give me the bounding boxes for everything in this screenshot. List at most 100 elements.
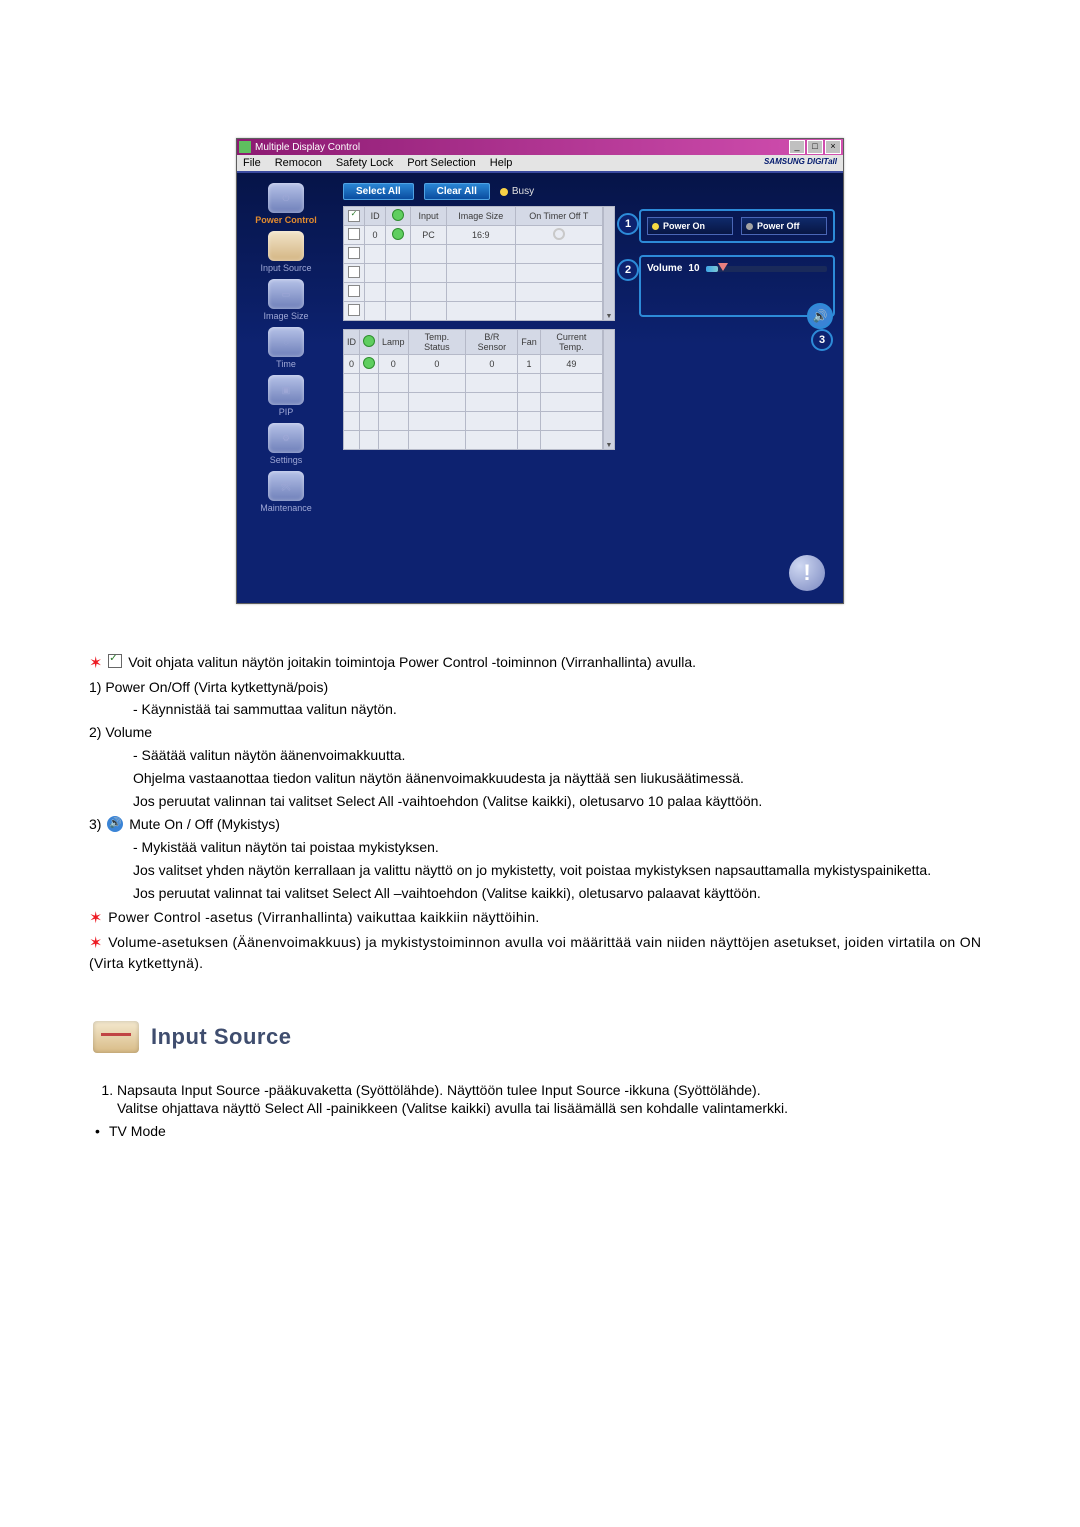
volume-label: Volume [647, 263, 682, 274]
power-off-label: Power Off [757, 221, 800, 231]
col2-status [360, 330, 379, 355]
menu-file[interactable]: File [243, 157, 261, 169]
star-line-2: Power Control -asetus (Virranhallinta) v… [108, 909, 539, 925]
window-title: Multiple Display Control [255, 142, 789, 153]
menu-safety-lock[interactable]: Safety Lock [336, 157, 393, 169]
item-2-line2: Ohjelma vastaanottaa tiedon valitun näyt… [89, 769, 991, 788]
cell2-lamp: 0 [379, 355, 409, 374]
item-3-line1: - Mykistää valitun näytön tai poistaa my… [89, 838, 991, 857]
text-line: Voit ohjata valitun näytön joitakin toim… [128, 654, 696, 670]
status-icon [392, 228, 404, 240]
callout-3: 3 [811, 329, 833, 351]
status-icon [363, 357, 375, 369]
volume-box: 2 Volume 10 🔊 3 [639, 255, 835, 317]
volume-value: 10 [688, 263, 699, 274]
col-input: Input [411, 207, 447, 226]
led-off-icon [746, 223, 753, 230]
volume-slider[interactable] [706, 266, 827, 272]
power-off-button[interactable]: Power Off [741, 217, 827, 235]
s2-line1: Napsauta Input Source -pääkuvaketta (Syö… [117, 1082, 761, 1098]
section-title: Input Source [151, 1022, 291, 1052]
scrollbar[interactable] [603, 206, 615, 321]
select-all-button[interactable]: Select All [343, 183, 414, 200]
maintenance-icon: 🛠 [268, 471, 304, 501]
sidebar-label-power: Power Control [255, 215, 317, 225]
cell2-br: 0 [466, 355, 518, 374]
close-button[interactable]: × [825, 140, 841, 154]
callout-2: 2 [617, 259, 639, 281]
brand-label: SAMSUNG DIGITall [764, 157, 837, 166]
sidebar-label-time: Time [268, 359, 304, 369]
menu-port-selection[interactable]: Port Selection [407, 157, 475, 169]
input-source-icon [268, 231, 304, 261]
item-3-head-a: 3) [89, 816, 105, 832]
col-on-timer: On Timer Off T [515, 207, 602, 226]
sidebar-item-input-source[interactable]: Input Source [260, 231, 311, 273]
cell2-id: 0 [344, 355, 360, 374]
sidebar-item-power[interactable]: ⏻ Power Control [255, 183, 317, 225]
busy-label: Busy [512, 186, 534, 197]
table-row[interactable]: 0 0 0 0 1 49 [344, 355, 603, 374]
menu-help[interactable]: Help [490, 157, 513, 169]
table-row[interactable]: 0 PC 16:9 [344, 226, 603, 245]
cell-input: PC [411, 226, 447, 245]
item-1-head: 1) Power On/Off (Virta kytkettynä/pois) [89, 678, 991, 697]
col2-brsensor: B/R Sensor [466, 330, 518, 355]
item-1-line1: - Käynnistää tai sammuttaa valitun näytö… [89, 700, 991, 719]
sidebar-item-time[interactable]: ◌ Time [268, 327, 304, 369]
warning-icon: ! [789, 555, 825, 591]
cell2-fan: 1 [518, 355, 541, 374]
col-check[interactable] [344, 207, 365, 226]
mute-button[interactable]: 🔊 [807, 303, 833, 329]
window-buttons: _ □ × [789, 140, 841, 154]
section-input-source: Input Source [93, 1021, 991, 1053]
scrollbar[interactable] [603, 329, 615, 450]
right-panel: 1 Power On Power Off [639, 209, 835, 329]
main-area: ⏻ Power Control Input Source ▭ Image Siz… [237, 171, 843, 603]
busy-dot-icon [500, 188, 508, 196]
sidebar-label-input: Input Source [260, 263, 311, 273]
mute-icon: 🔊 [107, 816, 123, 832]
led-on-icon [652, 223, 659, 230]
menubar: File Remocon Safety Lock Port Selection … [237, 155, 843, 171]
sidebar-item-maintenance[interactable]: 🛠 Maintenance [260, 471, 312, 513]
star-icon: ✶ [89, 655, 102, 672]
display-table: ID Input Image Size On Timer Off T 0 PC … [343, 206, 603, 321]
star-icon: ✶ [89, 935, 102, 952]
menu-remocon[interactable]: Remocon [275, 157, 322, 169]
power-on-button[interactable]: Power On [647, 217, 733, 235]
app-icon [239, 141, 251, 153]
checkbox-icon [108, 654, 122, 668]
document-body: ✶ Voit ohjata valitun näytön joitakin to… [85, 652, 995, 1141]
speaker-icon: 🔊 [813, 309, 828, 323]
list-item: Napsauta Input Source -pääkuvaketta (Syö… [117, 1081, 991, 1119]
minimize-button[interactable]: _ [789, 140, 805, 154]
sidebar-label-imagesize: Image Size [263, 311, 308, 321]
col-status [386, 207, 411, 226]
clear-all-button[interactable]: Clear All [424, 183, 490, 200]
row-checkbox[interactable] [348, 228, 360, 240]
cell2-ctemp: 49 [540, 355, 602, 374]
image-size-icon: ▭ [268, 279, 304, 309]
col2-fan: Fan [518, 330, 541, 355]
sidebar-item-settings[interactable]: ⚙ Settings [268, 423, 304, 465]
col2-lamp: Lamp [379, 330, 409, 355]
item-3-head-b: Mute On / Off (Mykistys) [129, 816, 280, 832]
col2-curtemp: Current Temp. [540, 330, 602, 355]
pip-icon: ▣ [268, 375, 304, 405]
time-icon: ◌ [268, 327, 304, 357]
cell2-temp: 0 [408, 355, 466, 374]
sidebar: ⏻ Power Control Input Source ▭ Image Siz… [237, 173, 335, 603]
cell-image-size: 16:9 [446, 226, 515, 245]
sidebar-item-pip[interactable]: ▣ PIP [268, 375, 304, 417]
item-2-line3: Jos peruutat valinnan tai valitset Selec… [89, 792, 991, 811]
maximize-button[interactable]: □ [807, 140, 823, 154]
timer-icon [553, 228, 565, 240]
busy-indicator: Busy [500, 186, 534, 197]
power-icon: ⏻ [268, 183, 304, 213]
sidebar-label-pip: PIP [268, 407, 304, 417]
sidebar-item-image-size[interactable]: ▭ Image Size [263, 279, 308, 321]
bullet-tv-mode: TV Mode [89, 1122, 991, 1141]
col2-id: ID [344, 330, 360, 355]
sidebar-label-settings: Settings [268, 455, 304, 465]
